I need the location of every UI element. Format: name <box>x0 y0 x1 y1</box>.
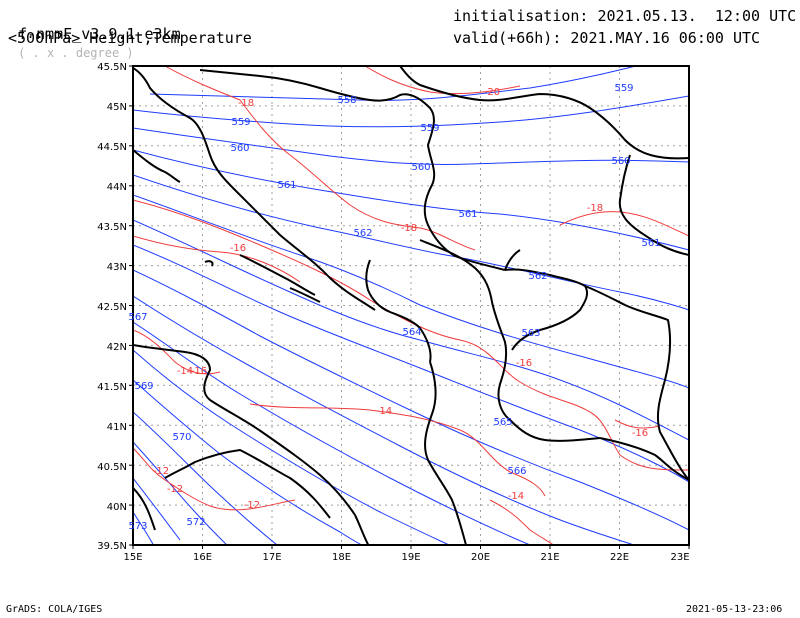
temp-label: -12 <box>153 466 169 477</box>
lat-label: 40.5N <box>97 462 127 473</box>
temp-label: -20 <box>484 87 500 98</box>
height-label: 572 <box>186 517 205 528</box>
temp-label: -14 <box>177 366 193 377</box>
latitude-labels: 45.5N 45N 44.5N 44N 43.5N 43N 42.5N 42N … <box>97 62 127 552</box>
footer-timestamp: 2021-05-13-23:06 <box>686 604 783 615</box>
height-label: 565 <box>493 417 512 428</box>
height-label: 564 <box>402 327 421 338</box>
temp-label: -18 <box>587 203 603 214</box>
height-label: 561 <box>458 209 477 220</box>
temp-label: -18 <box>238 98 254 109</box>
lat-label: 43N <box>107 262 127 273</box>
lat-label: 42N <box>107 342 127 353</box>
axis-ticks <box>129 65 690 549</box>
temp-label: -12 <box>167 484 183 495</box>
lon-label: 17E <box>262 552 281 563</box>
longitude-labels: 15E 16E 17E 18E 19E 20E 21E 22E 23E <box>123 552 689 563</box>
temp-label: -16 <box>230 243 246 254</box>
grid <box>133 66 689 545</box>
model-title: f-nmmE_v3.9.1-e3km ( . x . degree ) <box>0 7 181 62</box>
temp-label: -14 <box>508 491 524 502</box>
height-label: 561 <box>277 180 296 191</box>
init-time: initialisation: 2021.05.13. 12:00 UTC <box>453 7 797 25</box>
height-label: 560 <box>611 156 630 167</box>
lat-label: 42.5N <box>97 302 127 313</box>
temp-label: -16 <box>516 358 532 369</box>
height-label: 563 <box>521 328 540 339</box>
coordinate-hint: ( . x . degree ) <box>18 46 134 60</box>
height-label: 560 <box>411 162 430 173</box>
height-label: 559 <box>231 117 250 128</box>
lat-label: 45.5N <box>97 62 127 73</box>
lon-label: 20E <box>471 552 490 563</box>
lon-label: 18E <box>332 552 351 563</box>
temp-label: -16 <box>191 366 207 377</box>
temp-label: -16 <box>632 428 648 439</box>
height-label: 570 <box>172 432 191 443</box>
lat-label: 43.5N <box>97 222 127 233</box>
lon-label: 16E <box>193 552 212 563</box>
lon-label: 19E <box>401 552 420 563</box>
height-label: 566 <box>507 466 526 477</box>
footer-credit: GrADS: COLA/IGES <box>6 604 103 615</box>
height-label: 558 <box>337 95 356 106</box>
lat-label: 40N <box>107 502 127 513</box>
lat-label: 39.5N <box>97 541 127 552</box>
height-label: 559 <box>420 123 439 134</box>
temperature-labels: -20 -18 -18 -18 -16 -16 -16 -16 -14 -14 … <box>153 87 648 511</box>
height-label: 561 <box>641 238 660 249</box>
lat-label: 44.5N <box>97 142 127 153</box>
lat-label: 44N <box>107 182 127 193</box>
height-contours <box>133 66 689 545</box>
height-labels: 558 559 559 559 560 560 560 561 561 561 … <box>128 83 660 532</box>
lon-label: 21E <box>540 552 559 563</box>
lat-label: 41N <box>107 422 127 433</box>
lon-label: 15E <box>123 552 142 563</box>
height-label: 567 <box>128 312 147 323</box>
height-label: 562 <box>353 228 372 239</box>
coastlines-borders <box>133 66 689 545</box>
height-label: 559 <box>614 83 633 94</box>
temp-label: -12 <box>244 500 260 511</box>
lon-label: 22E <box>610 552 629 563</box>
lon-label: 23E <box>670 552 689 563</box>
temperature-contours <box>133 66 689 545</box>
height-label: 573 <box>128 521 147 532</box>
temp-label: -18 <box>401 223 417 234</box>
model-name: f-nmmE_v3.9.1-e3km <box>18 25 181 43</box>
temp-label: -14 <box>376 406 392 417</box>
height-label: 562 <box>528 271 547 282</box>
lat-label: 45N <box>107 102 127 113</box>
valid-time: valid(+66h): 2021.MAY.16 06:00 UTC <box>453 29 761 47</box>
height-label: 560 <box>230 143 249 154</box>
height-label: 569 <box>134 381 153 392</box>
level-title: <500hPa> Height,Temperature <box>8 29 252 47</box>
lat-label: 41.5N <box>97 382 127 393</box>
